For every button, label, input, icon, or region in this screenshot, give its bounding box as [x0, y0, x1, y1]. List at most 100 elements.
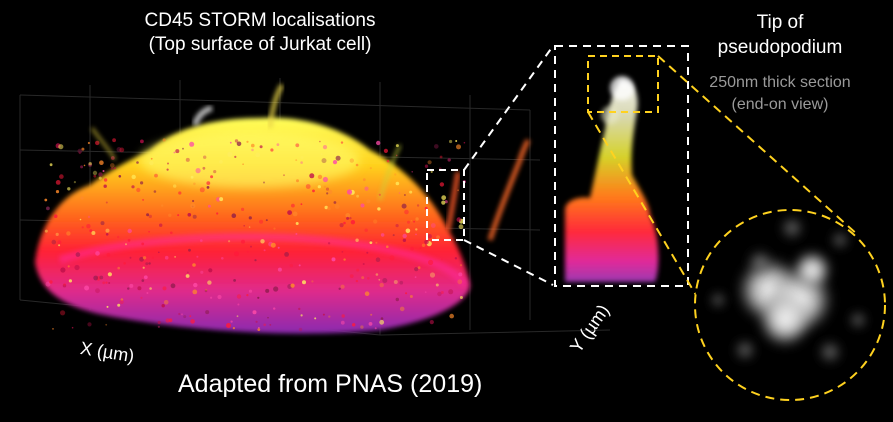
speckle-dot	[140, 139, 144, 144]
zoom-connector-bottom	[463, 239, 554, 286]
speckle-dot	[178, 312, 181, 316]
speckle-dot	[236, 315, 239, 318]
speckle-dot	[57, 240, 62, 245]
speckle-dot	[55, 190, 60, 194]
speckle-dot	[424, 239, 429, 245]
speckle-dot	[142, 198, 145, 201]
speckle-dot	[100, 221, 105, 226]
speckle-dot	[259, 145, 263, 149]
speckle-dot	[116, 147, 122, 152]
speckle-dot	[77, 148, 83, 154]
speckle-dot	[117, 266, 120, 270]
speckle-dot	[102, 281, 106, 285]
speckle-dot	[389, 255, 395, 261]
speckle-dot	[51, 239, 57, 245]
speckle-dot	[300, 203, 303, 206]
speckle-dot	[92, 170, 98, 176]
speckle-dot	[352, 323, 356, 327]
speckle-dot	[112, 138, 116, 143]
speckle-dot	[364, 228, 368, 232]
speckle-dot	[53, 214, 58, 218]
speckle-dot	[88, 162, 92, 166]
speckle-dot	[441, 258, 443, 261]
speckle-dot	[399, 306, 405, 312]
speckle-dot	[105, 201, 108, 204]
speckle-dot	[407, 220, 410, 224]
speckle-dot	[44, 229, 48, 233]
speckle-dot	[241, 239, 245, 244]
speckle-dot	[234, 251, 239, 257]
speckle-dot	[151, 256, 154, 259]
speckle-dot	[206, 186, 210, 189]
speckle-dot	[103, 184, 107, 188]
speckle-dot	[190, 175, 194, 179]
speckle-dot	[210, 296, 213, 299]
speckle-dot	[355, 279, 359, 283]
speckle-dot	[149, 160, 154, 166]
speckle-dot	[236, 294, 242, 299]
speckle-dot	[361, 276, 365, 280]
speckle-dot	[99, 275, 104, 280]
speckle-dot	[370, 313, 373, 316]
speckle-dot	[409, 295, 413, 298]
speckle-dot	[131, 174, 136, 180]
speckle-dot	[217, 294, 222, 300]
speckle-dot	[91, 231, 96, 235]
speckle-dot	[192, 263, 196, 267]
speckle-dot	[246, 140, 249, 143]
speckle-dot	[269, 324, 272, 326]
speckle-dot	[459, 296, 463, 299]
speckle-dot	[295, 222, 299, 225]
speckle-dot	[459, 264, 463, 267]
speckle-dot	[120, 298, 124, 301]
speckle-dot	[265, 219, 268, 222]
speckle-dot	[52, 328, 54, 330]
speckle-dot	[170, 231, 173, 235]
speckle-dot	[175, 149, 180, 154]
speckle-dot	[44, 198, 48, 202]
speckle-dot	[378, 278, 381, 281]
speckle-dot	[402, 238, 407, 242]
speckle-dot	[49, 163, 53, 167]
speckle-dot	[141, 279, 145, 282]
speckle-dot	[174, 256, 177, 258]
speckle-dot	[227, 151, 233, 157]
speckle-dot	[270, 148, 274, 152]
speckle-dot	[327, 189, 333, 195]
speckle-dot	[411, 171, 414, 173]
speckle-dot	[173, 184, 177, 188]
speckle-dot	[216, 212, 219, 215]
speckle-dot	[456, 144, 461, 150]
speckle-dot	[58, 244, 61, 247]
speckle-dot	[375, 241, 378, 244]
speckle-dot	[81, 226, 84, 229]
speckle-dot	[366, 251, 369, 254]
speckle-dot	[183, 315, 187, 319]
speckle-dot	[455, 140, 458, 142]
speckle-dot	[148, 230, 151, 233]
speckle-dot	[369, 167, 372, 170]
tip-connector-bottom	[587, 111, 753, 391]
speckle-dot	[440, 291, 444, 294]
speckle-dot	[394, 173, 397, 176]
speckle-dot	[277, 267, 282, 272]
speckle-dot	[356, 268, 360, 272]
speckle-dot	[456, 217, 462, 222]
speckle-dot	[305, 184, 311, 189]
speckle-dot	[163, 300, 169, 305]
tip-zoom-box	[587, 55, 659, 113]
speckle-dot	[146, 213, 150, 217]
speckle-dot	[113, 167, 116, 170]
speckle-dot	[103, 178, 108, 182]
speckle-dot	[58, 144, 64, 150]
speckle-dot	[267, 316, 269, 319]
speckle-dot	[119, 147, 125, 153]
localisation-speckles	[44, 138, 466, 332]
speckle-dot	[181, 313, 183, 316]
speckle-dot	[364, 291, 370, 297]
tip-circle-outline	[694, 209, 886, 401]
speckle-dot	[273, 286, 279, 292]
speckle-dot	[140, 296, 143, 299]
speckle-dot	[340, 284, 345, 289]
speckle-dot	[46, 206, 50, 211]
